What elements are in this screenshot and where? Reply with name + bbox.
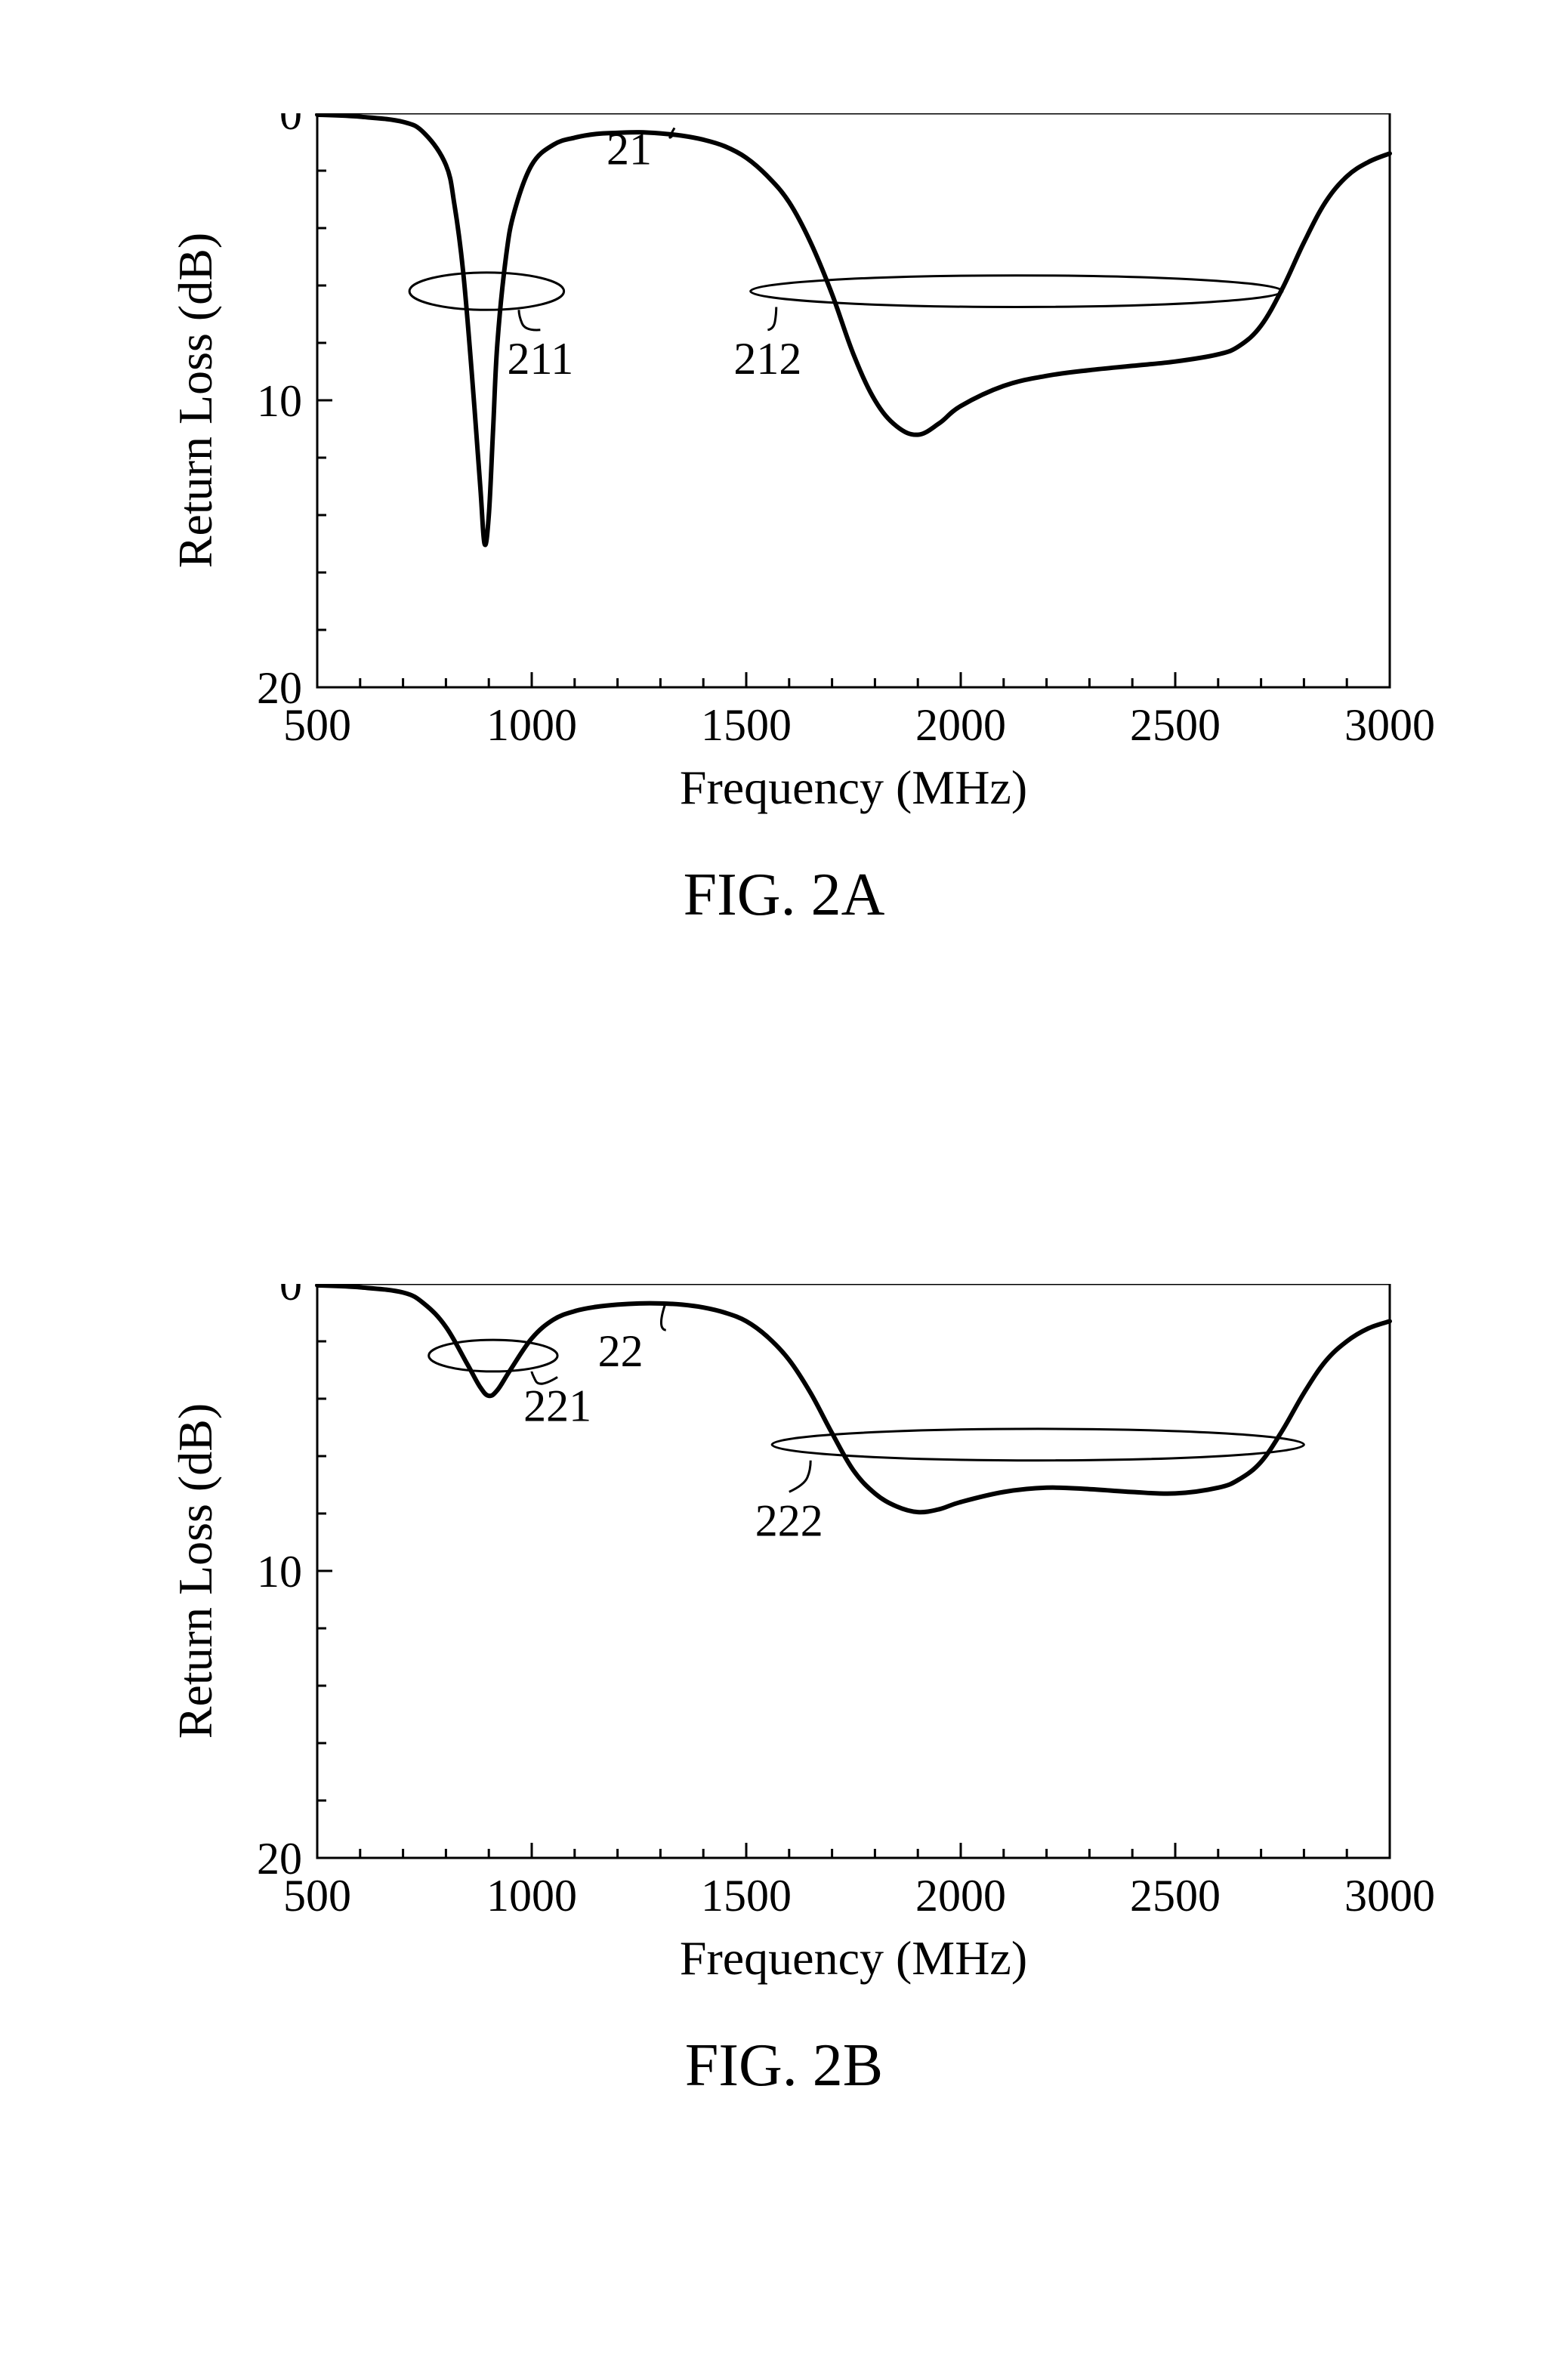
svg-text:212: 212: [733, 334, 801, 384]
svg-text:222: 222: [755, 1495, 823, 1545]
chart-svg-a: 5001000150020002500300001020Frequency (M…: [0, 113, 1568, 853]
svg-text:221: 221: [523, 1381, 591, 1430]
svg-text:2500: 2500: [1130, 700, 1221, 750]
svg-text:1000: 1000: [486, 1871, 577, 1921]
svg-text:2000: 2000: [915, 1871, 1006, 1921]
chart-svg-b: 5001000150020002500300001020Frequency (M…: [0, 1284, 1568, 2024]
svg-text:1500: 1500: [701, 1871, 792, 1921]
svg-text:22: 22: [598, 1326, 644, 1376]
svg-text:20: 20: [257, 1834, 302, 1884]
svg-text:Frequency (MHz): Frequency (MHz): [680, 1931, 1027, 1985]
svg-text:0: 0: [279, 1284, 302, 1310]
figure-caption-a: FIG. 2A: [0, 861, 1568, 930]
svg-text:3000: 3000: [1344, 1871, 1435, 1921]
chart-panel-b: 5001000150020002500300001020Frequency (M…: [0, 1284, 1568, 2115]
svg-text:211: 211: [507, 334, 573, 384]
figure-caption-b: FIG. 2B: [0, 2032, 1568, 2100]
svg-text:20: 20: [257, 663, 302, 713]
svg-text:0: 0: [279, 113, 302, 139]
svg-text:10: 10: [257, 376, 302, 426]
svg-text:Frequency (MHz): Frequency (MHz): [680, 761, 1027, 814]
svg-text:10: 10: [257, 1547, 302, 1597]
svg-text:1000: 1000: [486, 700, 577, 750]
page: 5001000150020002500300001020Frequency (M…: [0, 0, 1568, 2376]
svg-text:2500: 2500: [1130, 1871, 1221, 1921]
svg-text:3000: 3000: [1344, 700, 1435, 750]
chart-panel-a: 5001000150020002500300001020Frequency (M…: [0, 113, 1568, 944]
svg-text:21: 21: [607, 124, 652, 174]
svg-text:Return Loss (dB): Return Loss (dB): [168, 233, 222, 568]
svg-text:2000: 2000: [915, 700, 1006, 750]
svg-text:1500: 1500: [701, 700, 792, 750]
svg-text:Return Loss (dB): Return Loss (dB): [168, 1403, 222, 1739]
